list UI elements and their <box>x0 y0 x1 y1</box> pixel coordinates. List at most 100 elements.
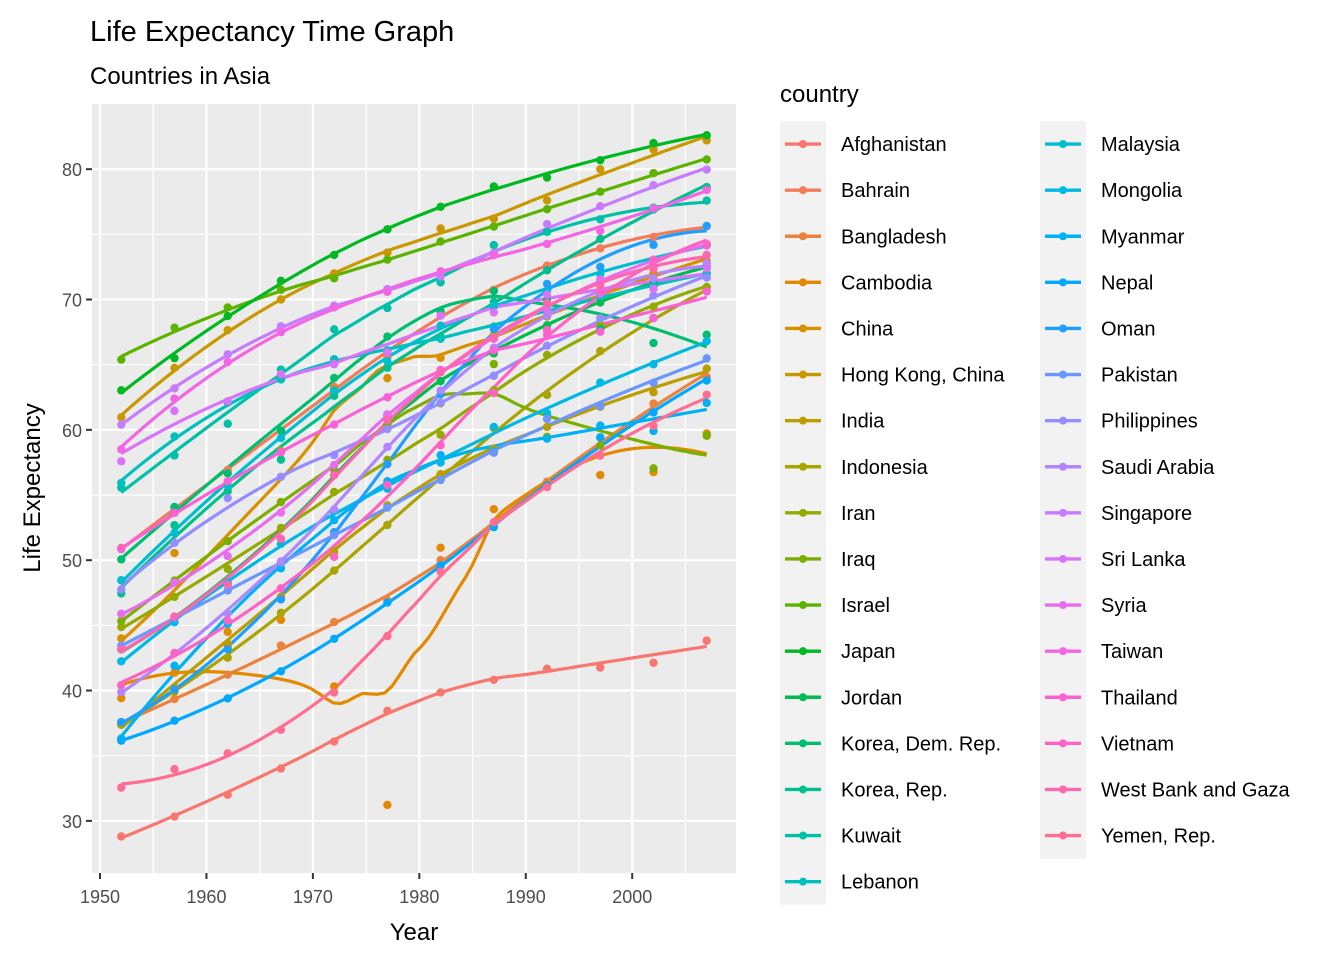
chart-subtitle: Countries in Asia <box>90 63 271 90</box>
data-point <box>436 267 445 276</box>
legend-item: Afghanistan <box>785 134 947 156</box>
smooth-line-malaysia <box>120 244 708 584</box>
data-point <box>117 576 126 585</box>
data-point <box>329 634 339 643</box>
data-point <box>436 376 445 386</box>
data-point <box>436 430 445 440</box>
data-point <box>117 616 126 626</box>
legend-label: Malaysia <box>1101 134 1181 156</box>
legend-key-point <box>799 785 807 794</box>
legend-label: Kuwait <box>841 826 901 848</box>
data-point <box>596 314 605 323</box>
legend-label: Taiwan <box>1101 641 1163 663</box>
smooth-line-china <box>120 257 708 643</box>
y-tick-label: 30 <box>62 812 82 832</box>
data-point <box>383 520 392 530</box>
data-point <box>596 327 605 337</box>
legend-key-point <box>1059 140 1067 149</box>
data-point <box>649 291 658 300</box>
data-point <box>383 459 392 469</box>
data-point <box>223 552 232 561</box>
legend-key-point <box>1059 416 1067 425</box>
data-point <box>170 578 179 587</box>
y-axis: 30 40 50 60 70 80 <box>62 160 92 832</box>
legend-item: Hong Kong, China <box>785 365 1005 387</box>
data-point <box>489 324 499 334</box>
data-point <box>436 458 445 467</box>
data-point <box>649 145 658 154</box>
legend-label: Sri Lanka <box>1101 549 1186 571</box>
legend-item: Malaysia <box>1045 134 1181 156</box>
data-point <box>596 187 605 196</box>
data-point <box>542 311 552 320</box>
x-tick-label: 1960 <box>186 887 226 907</box>
smooth-line-pakistan <box>120 358 708 648</box>
data-point <box>223 564 232 574</box>
data-point <box>702 431 711 440</box>
data-point <box>223 609 232 618</box>
legend-label: Thailand <box>1101 687 1178 709</box>
legend-item: Mongolia <box>1045 180 1183 202</box>
data-point <box>702 336 711 346</box>
data-point <box>649 302 658 311</box>
data-point <box>170 812 179 821</box>
data-point <box>542 266 552 275</box>
smooth-line-japan <box>120 132 708 395</box>
data-point <box>383 480 392 490</box>
legend-label: India <box>841 411 885 433</box>
smooth-line-india <box>120 369 708 729</box>
data-point <box>649 360 658 369</box>
data-point <box>702 364 711 373</box>
legend-key-point <box>799 416 807 425</box>
data-point <box>542 196 552 205</box>
data-point <box>170 716 179 725</box>
data-point <box>542 390 552 400</box>
data-point <box>649 274 658 283</box>
data-point <box>223 653 232 662</box>
data-point <box>223 493 232 503</box>
data-point <box>329 303 339 312</box>
data-point <box>649 399 658 408</box>
data-point <box>596 226 605 236</box>
data-point <box>223 469 232 478</box>
data-point <box>329 450 339 460</box>
smooth-line-israel <box>120 156 708 358</box>
data-point <box>276 285 286 294</box>
legend-item: Pakistan <box>1045 365 1178 387</box>
data-point <box>223 350 232 359</box>
data-point <box>489 222 499 231</box>
legend-key-point <box>799 324 807 333</box>
legend-label: Syria <box>1101 595 1147 617</box>
legend-label: Bangladesh <box>841 226 947 248</box>
data-point <box>276 523 286 533</box>
legend-label: Iran <box>841 503 875 525</box>
legend-item: Saudi Arabia <box>1045 457 1215 479</box>
legend-item: Korea, Dem. Rep. <box>785 733 1001 755</box>
data-point <box>649 138 658 148</box>
data-point <box>542 204 552 214</box>
y-tick-label: 80 <box>62 160 82 180</box>
data-point <box>276 641 286 650</box>
data-point <box>702 398 711 408</box>
data-point <box>383 357 392 366</box>
data-point <box>170 612 179 621</box>
legend-label: Hong Kong, China <box>841 365 1005 387</box>
legend-key-point <box>1059 370 1067 379</box>
data-point <box>436 567 445 576</box>
data-point <box>596 164 605 174</box>
data-point <box>489 301 499 311</box>
legend-label: China <box>841 318 894 340</box>
data-point <box>702 330 711 339</box>
chart-title: Life Expectancy Time Graph <box>90 16 454 48</box>
data-point <box>170 353 179 363</box>
data-point <box>276 295 286 304</box>
data-point <box>489 371 499 380</box>
legend-label: Oman <box>1101 318 1155 340</box>
legend-label: Korea, Rep. <box>841 779 948 801</box>
data-point <box>596 244 605 253</box>
smooth-line-west-bank-and-gaza <box>120 254 707 653</box>
data-point <box>649 284 658 294</box>
data-point <box>117 736 126 745</box>
data-point <box>223 357 232 367</box>
legend-label: Israel <box>841 595 890 617</box>
